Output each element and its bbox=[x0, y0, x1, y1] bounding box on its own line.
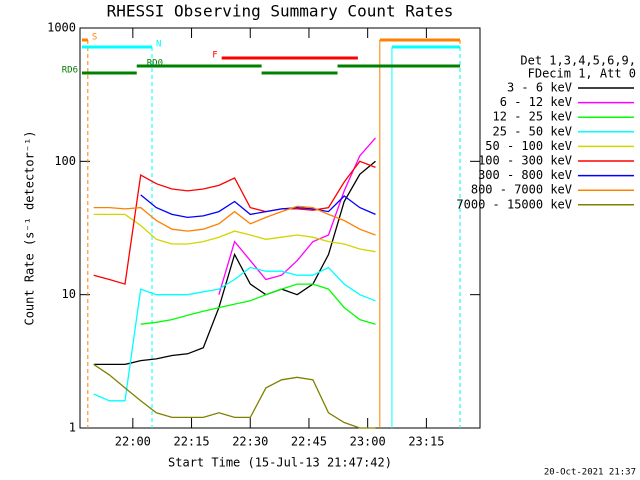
y-tick-label: 10 bbox=[62, 287, 76, 301]
legend-label: 25 - 50 keV bbox=[493, 124, 572, 138]
flag-label: RD6 bbox=[62, 66, 78, 76]
y-tick-label: 1 bbox=[69, 421, 76, 435]
legend-label: 300 - 800 keV bbox=[478, 168, 572, 182]
y-tick-label: 1000 bbox=[47, 21, 76, 35]
y-tick-label: 100 bbox=[54, 154, 76, 168]
footer: 20-Oct-2021 21:37 bbox=[544, 468, 636, 478]
flag-label: N bbox=[156, 40, 161, 50]
flag-label: RD0 bbox=[147, 59, 163, 69]
x-tick-label: 22:15 bbox=[173, 435, 209, 449]
flag-label: S bbox=[92, 33, 97, 43]
plot-frame bbox=[79, 27, 481, 429]
legend-header: Det 1,3,4,5,6,9, bbox=[520, 54, 636, 68]
legend-label: 3 - 6 keV bbox=[507, 81, 572, 95]
series-line bbox=[140, 283, 376, 325]
legend-label: 800 - 7000 keV bbox=[471, 183, 572, 197]
series-line bbox=[93, 266, 376, 402]
series-line bbox=[218, 137, 376, 295]
legend-label: 12 - 25 keV bbox=[493, 110, 572, 124]
series-line bbox=[93, 160, 376, 366]
x-axis-label: Start Time (15-Jul-13 21:47:42) bbox=[168, 456, 392, 470]
series-line bbox=[93, 160, 376, 285]
series-line bbox=[93, 213, 376, 253]
legend-header: FDecim 1, Att 0 bbox=[528, 67, 636, 81]
x-tick-label: 22:00 bbox=[115, 435, 151, 449]
legend-label: 100 - 300 keV bbox=[478, 154, 572, 168]
series-line bbox=[140, 194, 376, 219]
legend-label: 7000 - 15000 keV bbox=[456, 197, 572, 211]
chart-title: RHESSI Observing Summary Count Rates bbox=[107, 2, 454, 21]
x-tick-label: 23:15 bbox=[408, 435, 444, 449]
x-tick-label: 22:30 bbox=[232, 435, 268, 449]
flag-label: F bbox=[212, 51, 217, 61]
legend-label: 6 - 12 keV bbox=[500, 95, 572, 109]
y-axis-label: Count Rate (s⁻¹ detector⁻¹) bbox=[23, 130, 37, 325]
x-tick-label: 22:45 bbox=[291, 435, 327, 449]
legend-label: 50 - 100 keV bbox=[485, 139, 572, 153]
series-line bbox=[93, 363, 376, 429]
x-tick-label: 23:00 bbox=[350, 435, 386, 449]
series-line bbox=[93, 205, 376, 236]
